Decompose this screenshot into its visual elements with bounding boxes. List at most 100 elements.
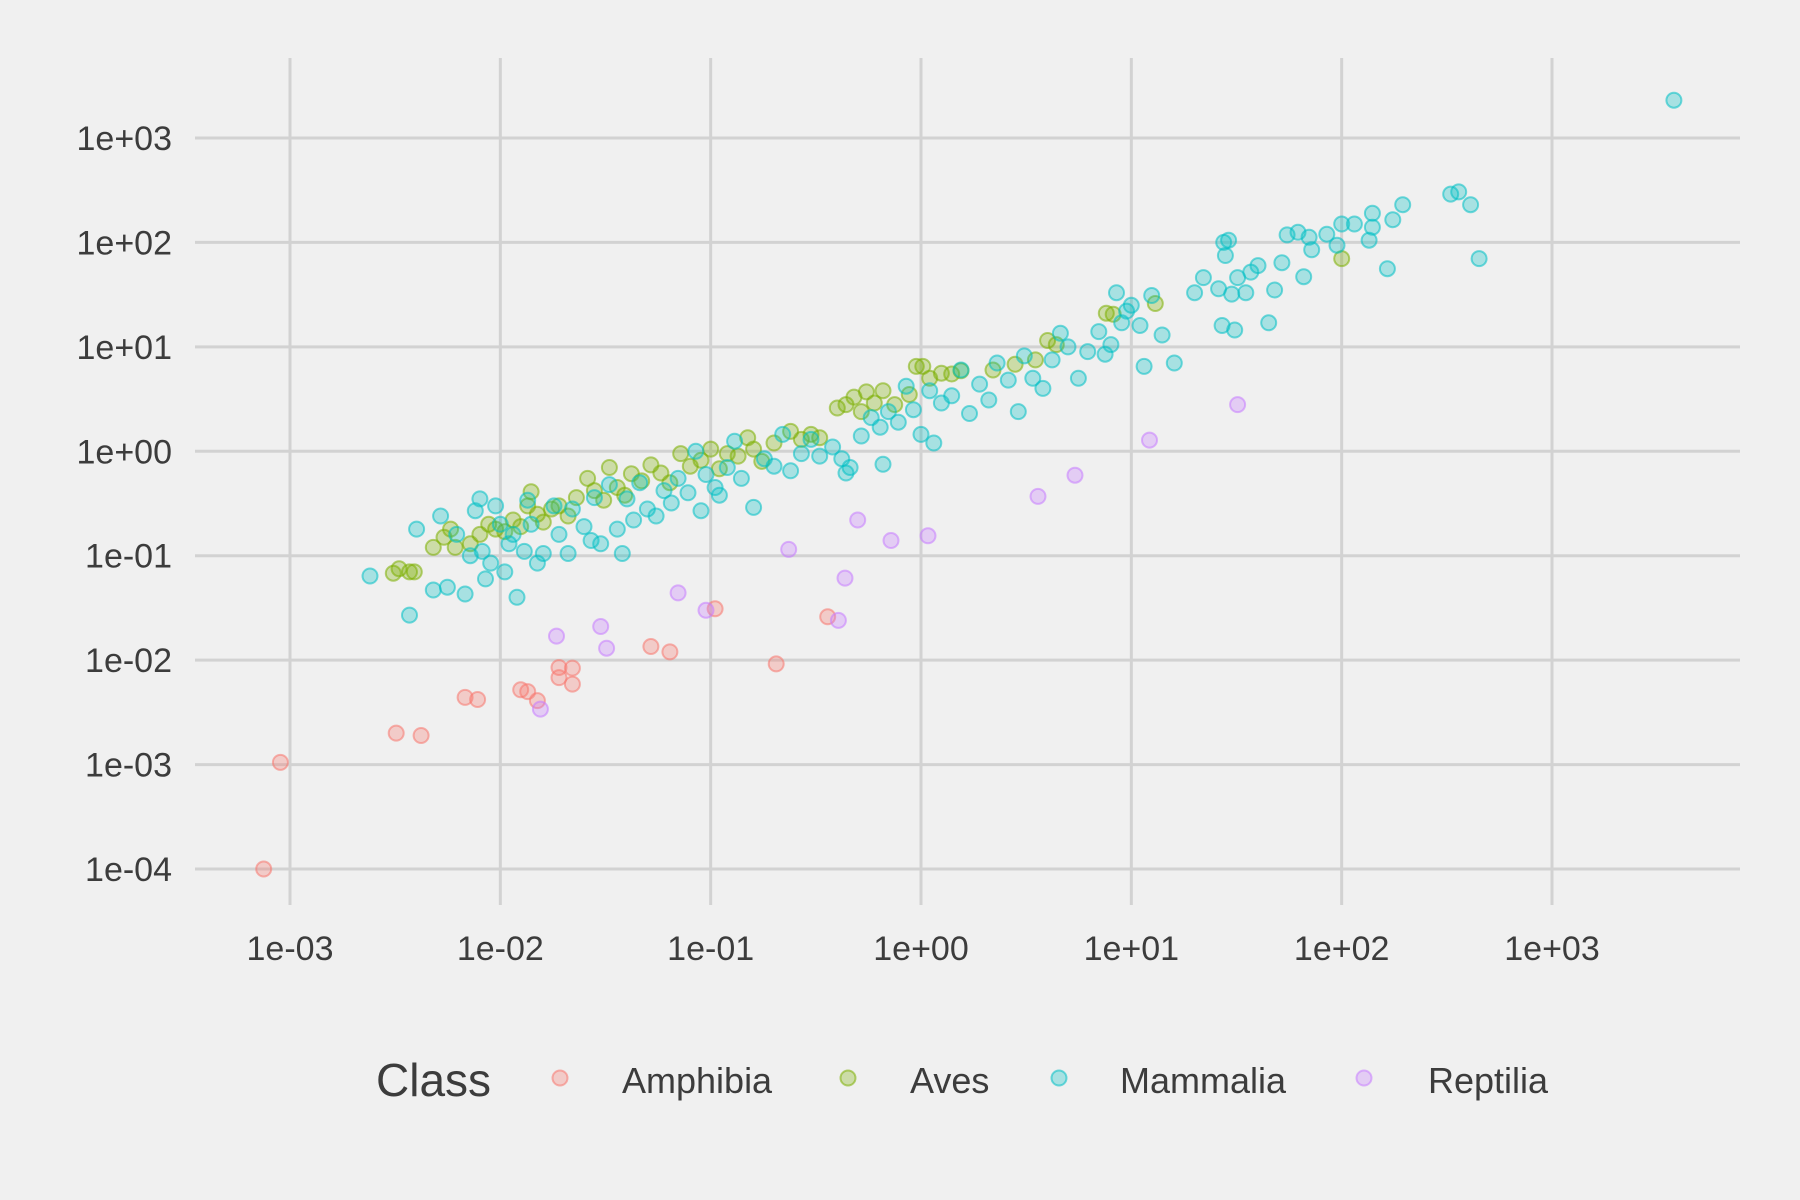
data-point [655,482,673,500]
data-point [401,563,418,581]
data-point [618,490,636,508]
data-point [919,527,937,545]
legend-entries: Amphibia Aves Mammalia Reptilia [551,1060,1549,1101]
data-point [1153,326,1171,344]
data-point [1034,379,1052,397]
data-point [1665,91,1683,109]
data-point [563,500,581,518]
x-tick-label: 1e-03 [247,930,334,968]
data-point [829,611,847,629]
data-points [255,91,1683,878]
data-point [563,675,581,693]
y-tick-label: 1e-03 [85,747,172,785]
data-point [1079,343,1097,361]
data-point [1328,236,1346,254]
data-point [1333,215,1351,233]
data-point [961,405,978,422]
data-point [669,584,687,602]
data-point [669,469,687,487]
data-point [531,700,549,718]
data-point [412,727,430,744]
data-point [1394,196,1412,214]
data-point [456,585,474,603]
data-point [828,399,846,417]
data-point [726,432,744,450]
data-point [432,507,450,525]
data-point [1363,204,1381,222]
legend-label-aves: Aves [910,1060,989,1101]
data-point [1470,250,1488,268]
data-point [852,427,870,445]
data-point [897,377,915,395]
data-point [1143,287,1161,304]
data-point [625,511,643,529]
data-point [271,753,289,771]
x-axis-tick-labels: 1e-03 1e-02 1e-01 1e+00 1e+01 1e+02 1e+03 [247,930,1600,968]
data-point [1318,225,1336,243]
data-point [874,382,892,400]
y-gridlines [195,136,1740,871]
y-tick-label: 1e+00 [77,433,173,471]
data-point [550,669,568,687]
data-point [1090,323,1108,341]
data-point [1360,231,1378,249]
data-point [1260,314,1278,332]
data-point [1237,284,1255,302]
data-point [697,466,715,483]
data-point [904,401,922,419]
data-point [802,430,820,448]
data-point [519,491,537,509]
data-point [255,860,273,878]
data-point [718,459,736,476]
data-point [424,581,442,599]
data-point [559,545,577,562]
data-point [1131,317,1149,334]
data-point [792,445,810,463]
data-point [1384,211,1402,229]
legend: Class Amphibia Aves Mammalia Reptilia [376,1054,1549,1106]
data-point [980,391,998,409]
legend-label-amphibia: Amphibia [622,1060,773,1101]
data-point [1108,284,1125,302]
data-point [1273,254,1291,272]
data-point [882,532,900,549]
data-point [1216,247,1234,264]
data-point [849,511,867,529]
y-tick-label: 1e-01 [85,538,172,576]
data-point [550,525,568,543]
data-point [745,498,763,516]
x-tick-label: 1e+02 [1294,930,1390,968]
data-point [613,545,631,562]
legend-label-mammalia: Mammalia [1120,1060,1287,1101]
data-point [1450,183,1468,201]
data-point [1229,396,1247,414]
data-point [438,578,456,596]
legend-label-reptilia: Reptilia [1428,1060,1549,1101]
data-point [401,606,418,624]
series-amphibia [255,600,837,878]
x-tick-label: 1e-02 [457,930,544,968]
data-point [1009,403,1027,421]
data-point [1122,296,1140,314]
data-point [528,554,546,572]
legend-title: Class [376,1054,491,1106]
data-point [487,497,505,515]
data-point [988,354,1006,372]
y-tick-label: 1e+03 [77,120,173,158]
data-point [1295,268,1313,286]
data-point [824,438,842,456]
data-point [1096,345,1114,363]
x-tick-label: 1e+01 [1084,930,1180,968]
data-point [534,545,552,562]
data-point [448,525,466,543]
data-point [943,387,961,405]
data-point [1378,260,1396,278]
data-point [642,638,660,655]
data-point [473,542,491,560]
data-point [1363,218,1381,236]
data-point [471,490,489,508]
data-point [522,515,540,533]
series-mammalia [361,91,1683,624]
data-point [1266,281,1284,299]
